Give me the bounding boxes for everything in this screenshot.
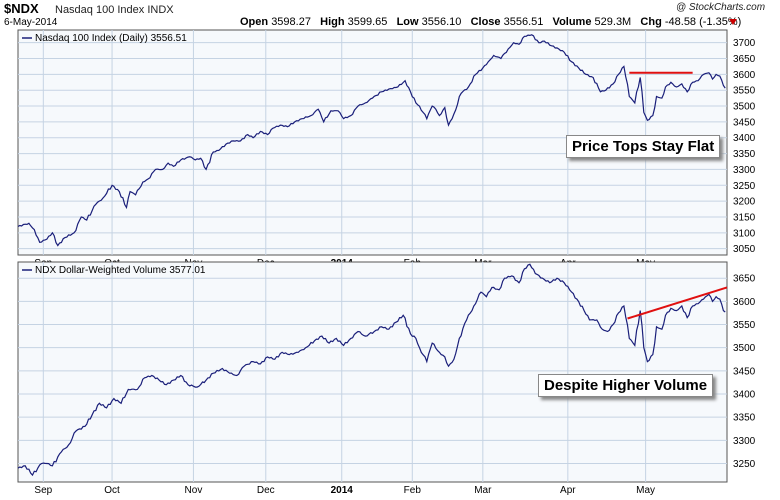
trend-line: [627, 286, 728, 320]
series-line: [17, 34, 726, 247]
high-label: High: [320, 16, 345, 28]
price-annotation: Price Tops Stay Flat: [566, 135, 721, 158]
y-tick-label: 3350: [733, 413, 756, 424]
y-tick-label: 3550: [733, 320, 756, 331]
watermark: @ StockCharts.com: [676, 2, 766, 13]
y-tick-label: 3400: [733, 133, 756, 144]
open-value: 3598.27: [271, 16, 311, 28]
y-tick-label: 3700: [733, 38, 756, 49]
quote-bar: Open 3598.27 High 3599.65 Low 3556.10 Cl…: [240, 16, 741, 28]
low-label: Low: [396, 16, 419, 28]
y-tick-label: 3600: [733, 70, 756, 81]
low-value: 3556.10: [421, 16, 462, 28]
x-tick-label: Feb: [404, 485, 422, 496]
y-tick-label: 3300: [733, 165, 756, 176]
x-tick-label: Apr: [560, 485, 576, 496]
x-tick-label: Mar: [474, 485, 492, 496]
volume-annotation: Despite Higher Volume: [538, 374, 714, 397]
y-tick-label: 3050: [733, 244, 756, 255]
y-tick-label: 3500: [733, 343, 756, 354]
volume-value: 529.3M: [594, 16, 632, 28]
volume-label: Volume: [552, 16, 592, 28]
series-line: [17, 263, 726, 477]
symbol-name: Nasdaq 100 Index INDX: [55, 4, 174, 16]
y-tick-label: 3600: [733, 297, 756, 308]
close-value: 3556.51: [503, 16, 544, 28]
x-tick-label: May: [636, 485, 655, 496]
y-tick-label: 3300: [733, 436, 756, 447]
legend-label: NDX Dollar-Weighted Volume 3577.01: [35, 265, 206, 276]
y-tick-label: 3150: [733, 212, 756, 223]
y-tick-label: 3250: [733, 459, 756, 470]
y-tick-label: 3650: [733, 54, 756, 65]
x-tick-label: Sep: [34, 485, 52, 496]
y-tick-label: 3400: [733, 390, 756, 401]
y-tick-label: 3350: [733, 149, 756, 160]
y-tick-label: 3550: [733, 86, 756, 97]
y-tick-label: 3450: [733, 117, 756, 128]
x-tick-label: Dec: [257, 485, 275, 496]
chg-label: Chg: [640, 16, 662, 28]
y-tick-label: 3250: [733, 181, 756, 192]
chg-value: -48.58 (-1.35%): [664, 16, 742, 28]
x-tick-label: Oct: [104, 485, 120, 496]
symbol-title: $NDX: [4, 1, 39, 16]
exchange-label: INDX: [147, 4, 174, 16]
x-tick-label: 2014: [331, 485, 354, 496]
index-name: Nasdaq 100 Index: [55, 4, 145, 16]
high-value: 3599.65: [347, 16, 388, 28]
quote-date: 6-May-2014: [4, 17, 58, 28]
y-tick-label: 3450: [733, 366, 756, 377]
close-label: Close: [470, 16, 501, 28]
down-arrow-icon: [729, 19, 737, 25]
y-tick-label: 3650: [733, 274, 756, 285]
open-label: Open: [240, 16, 269, 28]
y-tick-label: 3500: [733, 102, 756, 113]
plot-area: [17, 261, 728, 483]
y-tick-label: 3100: [733, 228, 756, 239]
x-tick-label: Nov: [185, 485, 203, 496]
y-tick-label: 3200: [733, 197, 756, 208]
legend-label: Nasdaq 100 Index (Daily) 3556.51: [35, 33, 187, 44]
